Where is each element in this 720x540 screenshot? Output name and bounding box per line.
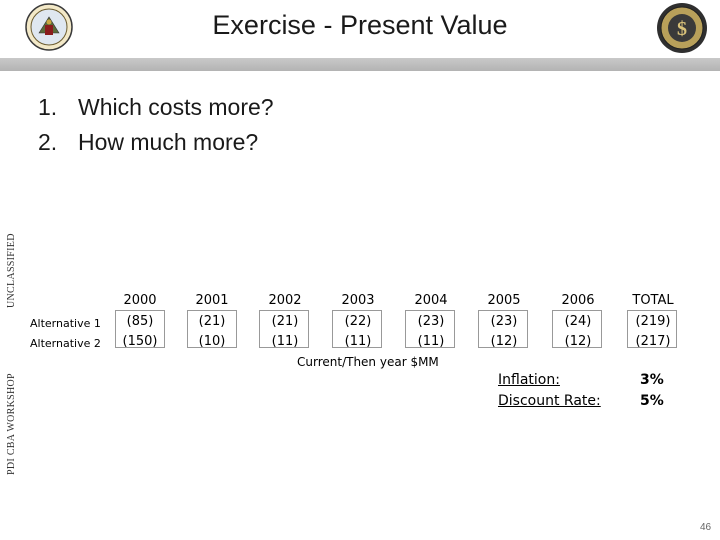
table-cell: (22) <box>344 314 372 329</box>
column-box <box>627 310 677 348</box>
year-header: 2005 <box>487 293 521 308</box>
table-cell: (23) <box>490 314 518 329</box>
column-box <box>405 310 455 348</box>
table-cell: (23) <box>417 314 445 329</box>
header-divider-bar <box>0 58 720 71</box>
table-cell: (219) <box>635 314 671 329</box>
column-box <box>478 310 528 348</box>
row-label-alternative-2: Alternative 2 <box>30 337 101 350</box>
table-cell: (12) <box>490 334 518 349</box>
workshop-label: PDI CBA WORKSHOP <box>6 373 17 475</box>
column-box <box>115 310 165 348</box>
table-cell: (11) <box>344 334 372 349</box>
column-box <box>332 310 382 348</box>
column-box <box>259 310 309 348</box>
year-header: 2000 <box>123 293 157 308</box>
page-number: 46 <box>700 522 712 533</box>
discount-rate-label: Discount Rate: <box>498 393 601 409</box>
question-item: 1. Which costs more? <box>38 90 274 125</box>
year-header: 2004 <box>414 293 448 308</box>
table-cell: (12) <box>564 334 592 349</box>
finance-seal-icon: $ <box>657 3 707 53</box>
row-label-alternative-1: Alternative 1 <box>30 317 101 330</box>
year-header: 2002 <box>268 293 302 308</box>
table-cell: (24) <box>564 314 592 329</box>
army-seal-icon <box>25 3 73 51</box>
rate-values: 3% 5% <box>640 370 664 412</box>
year-header: 2006 <box>561 293 595 308</box>
year-header: TOTAL <box>632 293 674 308</box>
page-title: Exercise - Present Value <box>212 10 508 40</box>
table-cell: (10) <box>198 334 226 349</box>
column-box <box>187 310 237 348</box>
table-caption: Current/Then year $MM <box>297 355 439 369</box>
column-box <box>552 310 602 348</box>
discount-rate-value: 5% <box>640 393 664 409</box>
table-cell: (150) <box>122 334 158 349</box>
table-cell: (21) <box>271 314 299 329</box>
year-header: 2001 <box>195 293 229 308</box>
question-text: How much more? <box>78 129 259 155</box>
slide-header <box>0 0 720 58</box>
question-number: 1. <box>38 94 58 120</box>
inflation-label: Inflation: <box>498 372 560 388</box>
question-item: 2. How much more? <box>38 125 274 160</box>
year-header: 2003 <box>341 293 375 308</box>
table-cell: (217) <box>635 334 671 349</box>
rate-labels: Inflation: Discount Rate: <box>498 370 601 412</box>
question-number: 2. <box>38 129 58 155</box>
classification-label: UNCLASSIFIED <box>6 233 17 308</box>
svg-text:$: $ <box>677 18 687 40</box>
inflation-value: 3% <box>640 372 664 388</box>
question-list: 1. Which costs more? 2. How much more? <box>38 90 274 160</box>
table-cell: (85) <box>126 314 154 329</box>
table-cell: (11) <box>271 334 299 349</box>
table-cell: (11) <box>417 334 445 349</box>
table-cell: (21) <box>198 314 226 329</box>
question-text: Which costs more? <box>78 94 274 120</box>
